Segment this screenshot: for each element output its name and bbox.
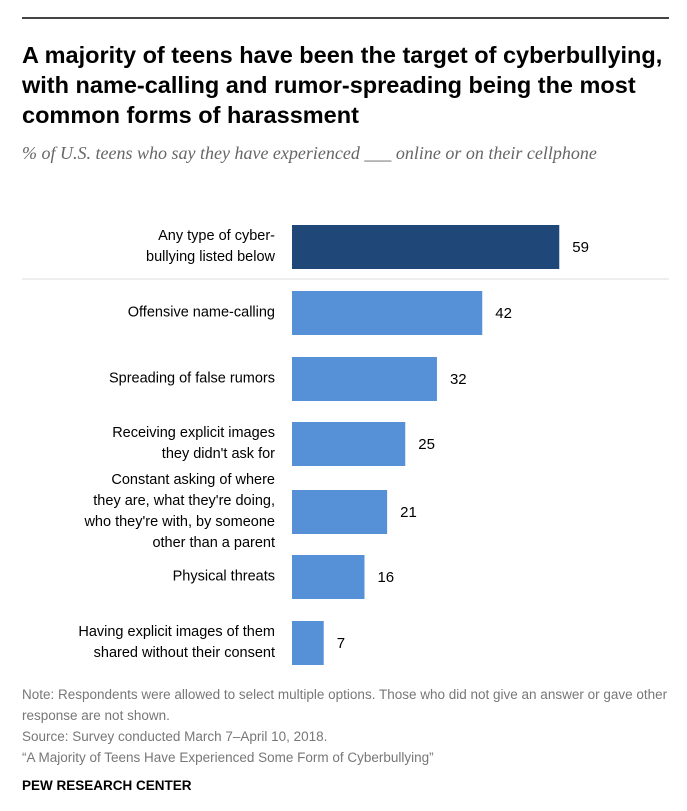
bar-5	[292, 555, 365, 599]
note-text: Note: Respondents were allowed to select…	[22, 687, 668, 723]
bar-2	[292, 357, 437, 401]
value-label-3: 25	[418, 436, 435, 453]
category-label-4: Constant asking of where they are, what …	[84, 472, 275, 551]
category-label-3: Receiving explicit images they didn't as…	[112, 425, 275, 462]
bar-3	[292, 422, 406, 466]
value-label-6: 7	[337, 635, 345, 652]
bar-0	[292, 225, 560, 269]
category-label-6: Having explicit images of them shared wi…	[78, 624, 275, 661]
top-rule	[22, 17, 669, 19]
value-label-5: 16	[377, 569, 394, 586]
bar-6	[292, 621, 324, 665]
bar-chart: 59 42 32 25 21 16 7	[22, 225, 669, 665]
value-label-1: 42	[495, 305, 512, 322]
report-title: “A Majority of Teens Have Experienced So…	[22, 750, 434, 765]
value-label-2: 32	[450, 371, 467, 388]
category-label-1: Offensive name-calling	[127, 304, 275, 321]
bar-1	[292, 291, 483, 335]
chart-subtitle: % of U.S. teens who say they have experi…	[22, 143, 597, 163]
category-label-5: Physical threats	[172, 568, 275, 585]
category-label-0: Any type of cyber- bullying listed below	[146, 228, 275, 265]
footnotes: Note: Respondents were allowed to select…	[22, 684, 672, 768]
category-label-2: Spreading of false rumors	[108, 370, 275, 387]
pew-logo-text: PEW RESEARCH CENTER	[22, 778, 192, 793]
value-label-0: 59	[572, 239, 589, 256]
value-label-4: 21	[400, 504, 417, 521]
chart-title: A majority of teens have been the target…	[22, 42, 663, 128]
bar-4	[292, 490, 388, 534]
source-text: Source: Survey conducted March 7–April 1…	[22, 729, 328, 744]
